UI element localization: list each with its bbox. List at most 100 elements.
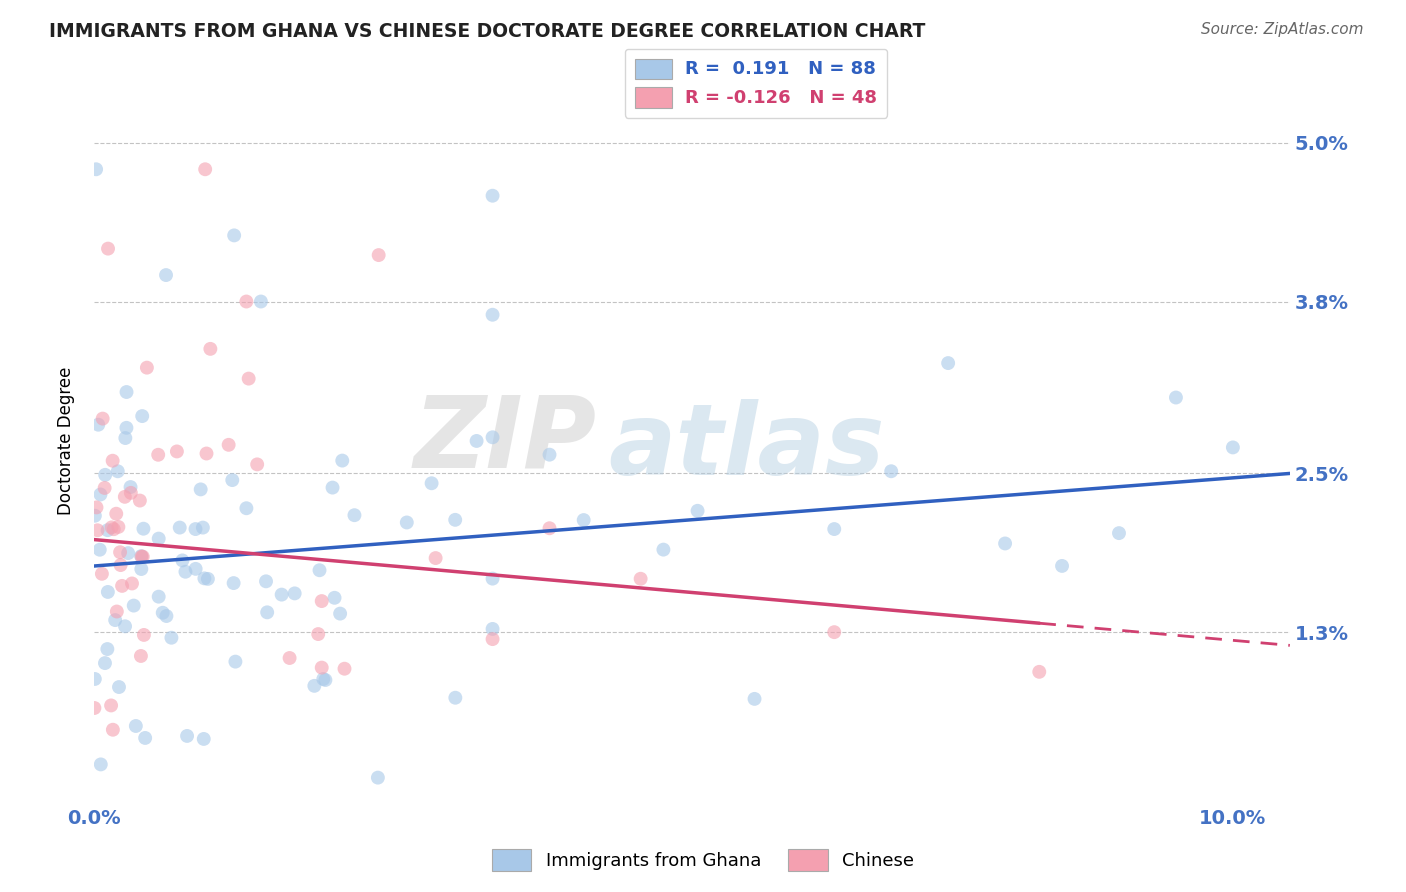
- Point: [311, 594, 333, 608]
- Point: [134, 731, 156, 745]
- Point: [307, 627, 329, 641]
- Point: [105, 605, 128, 619]
- Point: [190, 483, 212, 497]
- Point: [246, 458, 269, 472]
- Text: ZIP: ZIP: [413, 392, 596, 489]
- Point: [115, 384, 138, 399]
- Point: [1050, 558, 1073, 573]
- Text: IMMIGRANTS FROM GHANA VS CHINESE DOCTORATE DEGREE CORRELATION CHART: IMMIGRANTS FROM GHANA VS CHINESE DOCTORA…: [49, 22, 925, 41]
- Point: [131, 549, 153, 564]
- Point: [314, 673, 336, 687]
- Point: [278, 651, 301, 665]
- Point: [100, 698, 122, 713]
- Point: [222, 576, 245, 591]
- Point: [129, 549, 152, 563]
- Point: [323, 591, 346, 605]
- Point: [235, 294, 257, 309]
- Point: [284, 586, 307, 600]
- Point: [115, 421, 138, 435]
- Point: [218, 438, 240, 452]
- Point: [155, 609, 177, 624]
- Point: [308, 563, 330, 577]
- Point: [166, 444, 188, 458]
- Point: [114, 619, 136, 633]
- Legend: R =  0.191   N = 88, R = -0.126   N = 48: R = 0.191 N = 88, R = -0.126 N = 48: [624, 49, 887, 118]
- Point: [538, 448, 561, 462]
- Point: [481, 632, 503, 646]
- Point: [97, 242, 120, 256]
- Point: [200, 342, 222, 356]
- Point: [224, 228, 246, 243]
- Point: [97, 585, 120, 599]
- Point: [90, 566, 112, 581]
- Point: [114, 431, 136, 445]
- Point: [1164, 391, 1187, 405]
- Point: [94, 467, 117, 482]
- Point: [1028, 665, 1050, 679]
- Text: Source: ZipAtlas.com: Source: ZipAtlas.com: [1201, 22, 1364, 37]
- Point: [129, 648, 152, 663]
- Point: [425, 551, 447, 566]
- Point: [481, 430, 503, 444]
- Point: [481, 308, 503, 322]
- Point: [322, 481, 344, 495]
- Point: [89, 487, 111, 501]
- Point: [193, 731, 215, 746]
- Point: [465, 434, 488, 448]
- Point: [254, 574, 277, 589]
- Point: [101, 723, 124, 737]
- Point: [197, 572, 219, 586]
- Point: [172, 553, 194, 567]
- Point: [105, 507, 128, 521]
- Point: [481, 622, 503, 636]
- Point: [235, 501, 257, 516]
- Point: [538, 521, 561, 535]
- Point: [101, 454, 124, 468]
- Point: [256, 605, 278, 619]
- Point: [122, 599, 145, 613]
- Point: [135, 360, 157, 375]
- Point: [191, 520, 214, 534]
- Point: [652, 542, 675, 557]
- Point: [93, 481, 115, 495]
- Point: [132, 522, 155, 536]
- Point: [184, 522, 207, 536]
- Point: [96, 642, 118, 657]
- Point: [176, 729, 198, 743]
- Point: [148, 448, 170, 462]
- Point: [936, 356, 959, 370]
- Point: [155, 268, 177, 282]
- Point: [103, 522, 125, 536]
- Point: [174, 565, 197, 579]
- Point: [87, 417, 110, 432]
- Point: [880, 464, 903, 478]
- Point: [444, 690, 467, 705]
- Point: [395, 516, 418, 530]
- Point: [224, 655, 246, 669]
- Point: [107, 520, 129, 534]
- Point: [823, 625, 845, 640]
- Point: [152, 606, 174, 620]
- Point: [120, 480, 142, 494]
- Point: [193, 571, 215, 585]
- Point: [744, 692, 766, 706]
- Point: [83, 508, 105, 523]
- Point: [823, 522, 845, 536]
- Point: [160, 631, 183, 645]
- Point: [312, 672, 335, 686]
- Point: [195, 446, 218, 460]
- Point: [367, 248, 389, 262]
- Point: [169, 520, 191, 534]
- Point: [91, 411, 114, 425]
- Point: [481, 572, 503, 586]
- Point: [104, 613, 127, 627]
- Point: [311, 660, 333, 674]
- Point: [84, 162, 107, 177]
- Point: [83, 672, 105, 686]
- Text: atlas: atlas: [609, 399, 884, 496]
- Point: [630, 572, 652, 586]
- Point: [117, 546, 139, 560]
- Point: [110, 558, 132, 572]
- Point: [1108, 526, 1130, 541]
- Point: [250, 294, 273, 309]
